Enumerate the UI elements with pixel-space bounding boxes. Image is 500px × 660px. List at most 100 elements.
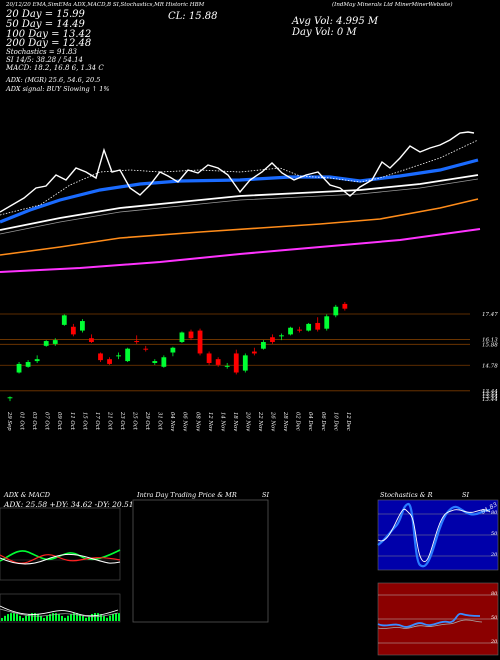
date-label: 01 Oct	[19, 412, 25, 431]
candle	[170, 347, 176, 353]
stochastics-value: Stochastics = 91.83	[6, 48, 77, 56]
candle	[80, 321, 85, 331]
date-label: 12 Nov	[207, 412, 213, 431]
candle	[333, 306, 339, 316]
stochastics-si-label: SI	[462, 491, 470, 499]
si-tick-80: 80	[491, 591, 498, 597]
ema20-line	[0, 158, 479, 224]
candle	[116, 355, 121, 357]
si-value: SI 14/5: 38.28 / 54.14	[6, 56, 83, 64]
date-label: 02 Dec	[295, 412, 301, 431]
adx-signal: ADX signal: BUY Slowing ↑ 1%	[6, 85, 110, 93]
date-label: 20 Nov	[244, 411, 250, 431]
date-label: 06 Nov	[182, 412, 188, 431]
stochastics-panel-title: Stochastics & R	[380, 491, 433, 499]
date-label: 21 Oct	[106, 411, 112, 431]
ema50-value: 50 Day = 14.49	[6, 19, 85, 30]
candle	[251, 351, 257, 354]
candle	[52, 340, 58, 344]
date-label: 06 Dec	[320, 412, 326, 431]
date-label: 29 Oct	[144, 411, 150, 431]
candle	[7, 397, 13, 399]
stoch-tick-20: 20	[491, 552, 498, 558]
date-label: 26 Nov	[270, 411, 276, 431]
date-label: 17 Oct	[94, 412, 100, 431]
candle	[270, 337, 275, 343]
si-tick-50: 50	[491, 615, 498, 621]
date-label: 22 Nov	[257, 411, 263, 431]
ema50-inner-line	[0, 178, 479, 235]
date-label: 14 Nov	[219, 412, 225, 431]
candle	[43, 341, 49, 346]
ema100-line	[0, 198, 479, 256]
date-label: 28 Nov	[282, 411, 288, 431]
date-label: 15 Oct	[81, 412, 87, 431]
ema100-value: 100 Day = 13.42	[6, 29, 92, 40]
company-name: (IndMay Minerals Ltd MinerMinerWebsite)	[332, 2, 453, 8]
date-label: 12 Dec	[345, 412, 351, 431]
date-label: 18 Nov	[232, 412, 238, 431]
candle	[306, 323, 312, 331]
ema20-value: 20 Day = 15.99	[6, 9, 85, 20]
stoch-tick-50: 50	[491, 531, 498, 537]
stoch-tick-80: 80	[491, 510, 498, 516]
date-label: 11 Oct	[69, 412, 75, 431]
date-label: 31 Oct	[157, 412, 163, 431]
candle	[25, 362, 31, 367]
price-line	[0, 131, 475, 213]
candle	[179, 332, 185, 343]
price-label: 13.44	[482, 394, 498, 400]
candle	[261, 342, 266, 349]
candle	[215, 359, 221, 365]
date-label: 07 Oct	[44, 412, 50, 431]
indicator-tags: 20/12/20 EMA,SimEMa ADX,MACD,B SI,Stocha…	[6, 2, 205, 8]
candle	[143, 348, 149, 350]
candle	[206, 353, 212, 363]
macd-value: MACD: 18.2, 16.8 6, 1.34 C	[6, 64, 104, 72]
candle	[197, 330, 203, 354]
candle	[70, 326, 76, 335]
price-label: 13.44	[482, 389, 498, 395]
date-label: 03 Oct	[31, 412, 37, 431]
candle	[125, 348, 131, 362]
candle	[16, 363, 22, 373]
candle	[188, 331, 194, 339]
sma20-dotted-line	[0, 139, 479, 216]
candle	[61, 315, 67, 325]
candle	[98, 353, 103, 361]
intraday-si-label: SI	[262, 491, 270, 499]
close-price: CL: 15.88	[168, 11, 218, 22]
date-label: 04 Dec	[307, 412, 313, 431]
date-label: 25 Oct	[132, 411, 138, 431]
date-label: 29 Sep	[6, 411, 12, 431]
adx-panel-values: ADX: 25.58 +DY: 34.62 -DY: 20.51	[4, 500, 134, 509]
candle	[134, 341, 140, 343]
ema200-value: 200 Day = 12.48	[6, 38, 92, 49]
date-label: 04 Nov	[169, 412, 175, 431]
price-label: 16.13	[482, 338, 498, 344]
candle	[324, 316, 330, 329]
candles	[7, 302, 348, 402]
date-label: 08 Nov	[194, 412, 200, 431]
price-label: 13.44	[482, 391, 498, 397]
candle	[89, 338, 94, 343]
price-label: 13.44	[482, 397, 498, 403]
candle	[233, 353, 239, 373]
price-label: 17.47	[482, 312, 498, 318]
price-label: 15.88	[482, 342, 498, 348]
price-gridlines	[0, 313, 470, 392]
si-tick-20: 20	[491, 639, 498, 645]
candle	[152, 361, 158, 363]
date-label: 09 Oct	[56, 412, 62, 431]
candle	[34, 359, 40, 362]
day-volume: Day Vol: 0 M	[292, 27, 357, 38]
candle	[242, 355, 248, 371]
candle	[288, 327, 293, 335]
candle	[224, 365, 230, 367]
candle	[161, 357, 167, 367]
average-volume: Avg Vol: 4.995 M	[292, 16, 379, 27]
intraday-panel-title: Intra Day Trading Price & MR	[137, 491, 237, 499]
candle	[107, 359, 112, 364]
candle	[342, 303, 348, 309]
